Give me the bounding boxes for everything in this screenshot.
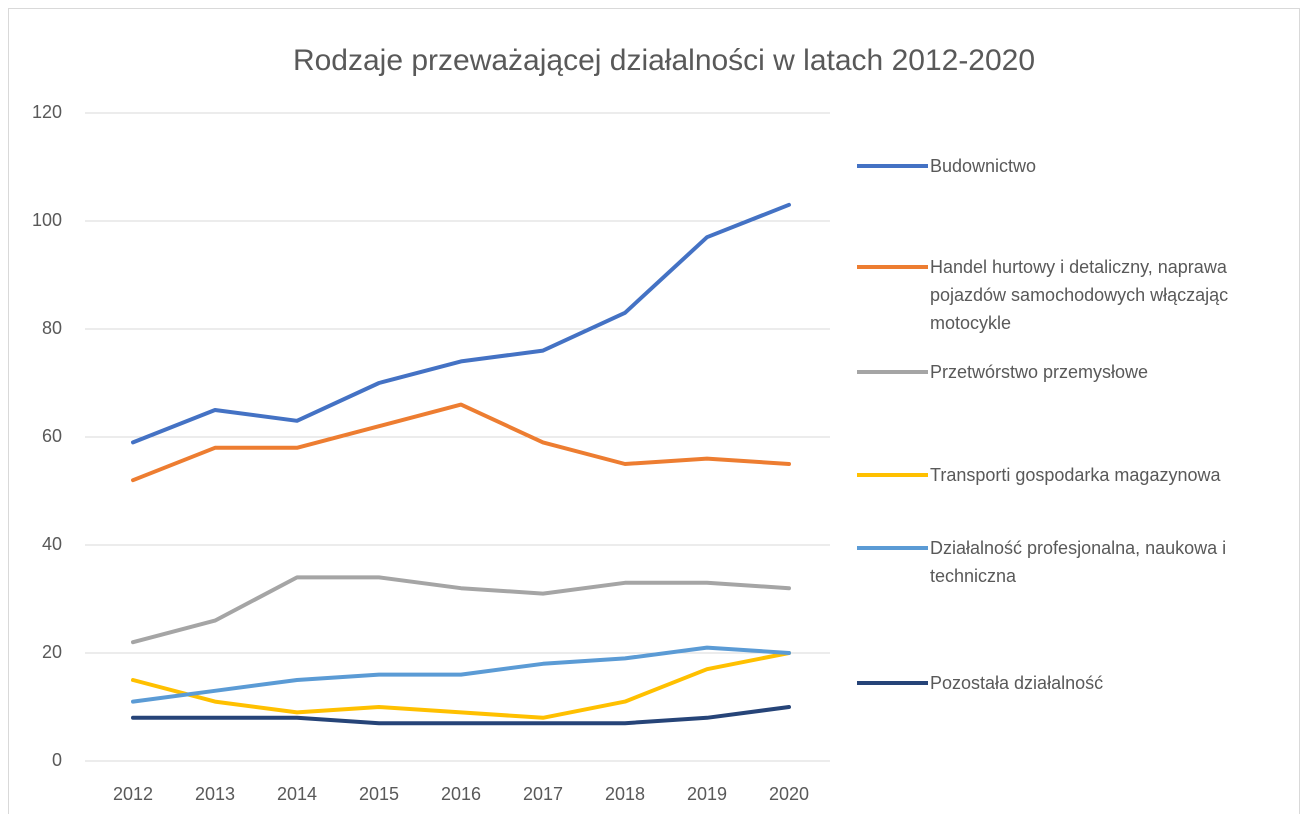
legend-label: Handel hurtowy i detaliczny, naprawa poj… [930, 257, 1229, 333]
x-tick-label: 2014 [277, 784, 317, 804]
x-tick-label: 2020 [769, 784, 809, 804]
y-tick-label: 20 [42, 642, 62, 662]
x-tick-label: 2017 [523, 784, 563, 804]
x-tick-label: 2019 [687, 784, 727, 804]
x-tick-label: 2018 [605, 784, 645, 804]
y-tick-label: 60 [42, 426, 62, 446]
legend-label: Działalność profesjonalna, naukowa i tec… [930, 538, 1227, 586]
series-line [131, 202, 791, 445]
x-tick-label: 2012 [113, 784, 153, 804]
y-tick-label: 0 [52, 750, 62, 770]
legend-label: Budownictwo [930, 156, 1037, 176]
legend-label: Transporti gospodarka magazynowa [930, 465, 1221, 485]
legend-label: Przetwórstwo przemysłowe [930, 362, 1149, 382]
series-line [131, 651, 791, 720]
y-tick-label: 40 [42, 534, 62, 554]
series-line [131, 705, 791, 726]
series-line [131, 575, 791, 645]
y-tick-label: 120 [32, 102, 62, 122]
series-line [131, 645, 791, 704]
y-tick-label: 80 [42, 318, 62, 338]
series-line [131, 402, 791, 483]
chart-title: Rodzaje przeważającej działalności w lat… [293, 44, 1035, 77]
x-tick-label: 2013 [195, 784, 235, 804]
x-tick-label: 2015 [359, 784, 399, 804]
x-tick-label: 2016 [441, 784, 481, 804]
y-tick-label: 100 [32, 210, 62, 230]
legend-label: Pozostała działalność [930, 673, 1104, 693]
